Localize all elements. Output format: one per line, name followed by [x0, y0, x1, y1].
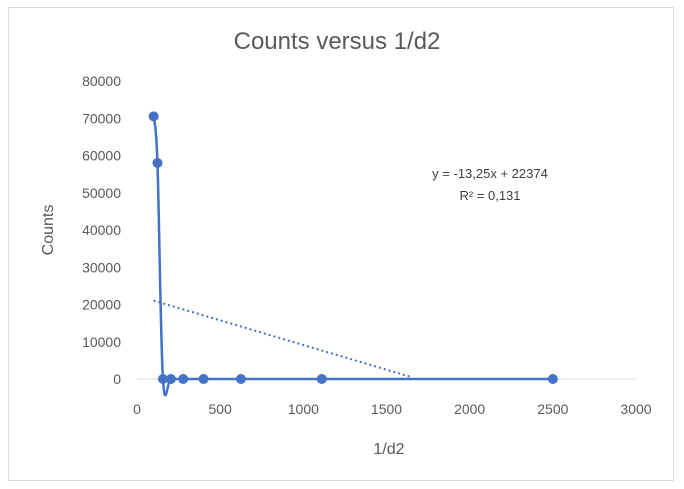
data-point — [152, 157, 163, 168]
series-layer — [148, 111, 558, 397]
data-point — [198, 374, 209, 384]
y-axis-label: Counts — [40, 205, 57, 256]
data-point — [316, 374, 327, 384]
series-line — [152, 116, 553, 397]
chart-frame: Counts versus 1/d2 1/d2 Counts 0 500 1000 1… — [8, 7, 674, 481]
chart-svg: Counts versus 1/d2 1/d2 Counts 0 500 1000 1… — [40, 28, 652, 458]
trendline-equation: y = -13,25x + 22374 — [432, 166, 548, 181]
x-tick-label: 1500 — [371, 401, 402, 417]
y-tick-label: 40000 — [82, 222, 121, 238]
trendline-layer — [153, 299, 411, 378]
trendline — [153, 299, 411, 378]
x-tick-label: 500 — [208, 401, 232, 417]
x-tick-label: 0 — [133, 401, 141, 417]
y-tick-label: 60000 — [82, 148, 121, 164]
data-point — [547, 374, 558, 384]
data-point — [148, 111, 159, 122]
data-point — [165, 374, 176, 384]
y-tick-label: 30000 — [82, 259, 121, 275]
x-tick-label: 2000 — [454, 401, 485, 417]
x-tick-label: 1000 — [288, 401, 319, 417]
y-tick-label: 80000 — [82, 73, 121, 89]
data-point — [178, 374, 189, 384]
x-tick-label: 2500 — [537, 401, 568, 417]
y-tick-label: 50000 — [82, 185, 121, 201]
trendline-r2: R² = 0,131 — [459, 188, 520, 203]
x-tick-label: 3000 — [620, 401, 651, 417]
y-tick-label: 20000 — [82, 297, 121, 313]
y-tick-label: 0 — [113, 371, 121, 387]
y-tick-label: 70000 — [82, 110, 121, 126]
tick-labels: 0 500 1000 1500 2000 2500 30000100002000030000… — [82, 73, 652, 417]
x-axis-label: 1/d2 — [373, 441, 404, 458]
data-point — [157, 374, 168, 384]
y-tick-label: 10000 — [82, 334, 121, 350]
data-point — [235, 374, 246, 384]
chart-title: Counts versus 1/d2 — [234, 28, 441, 55]
